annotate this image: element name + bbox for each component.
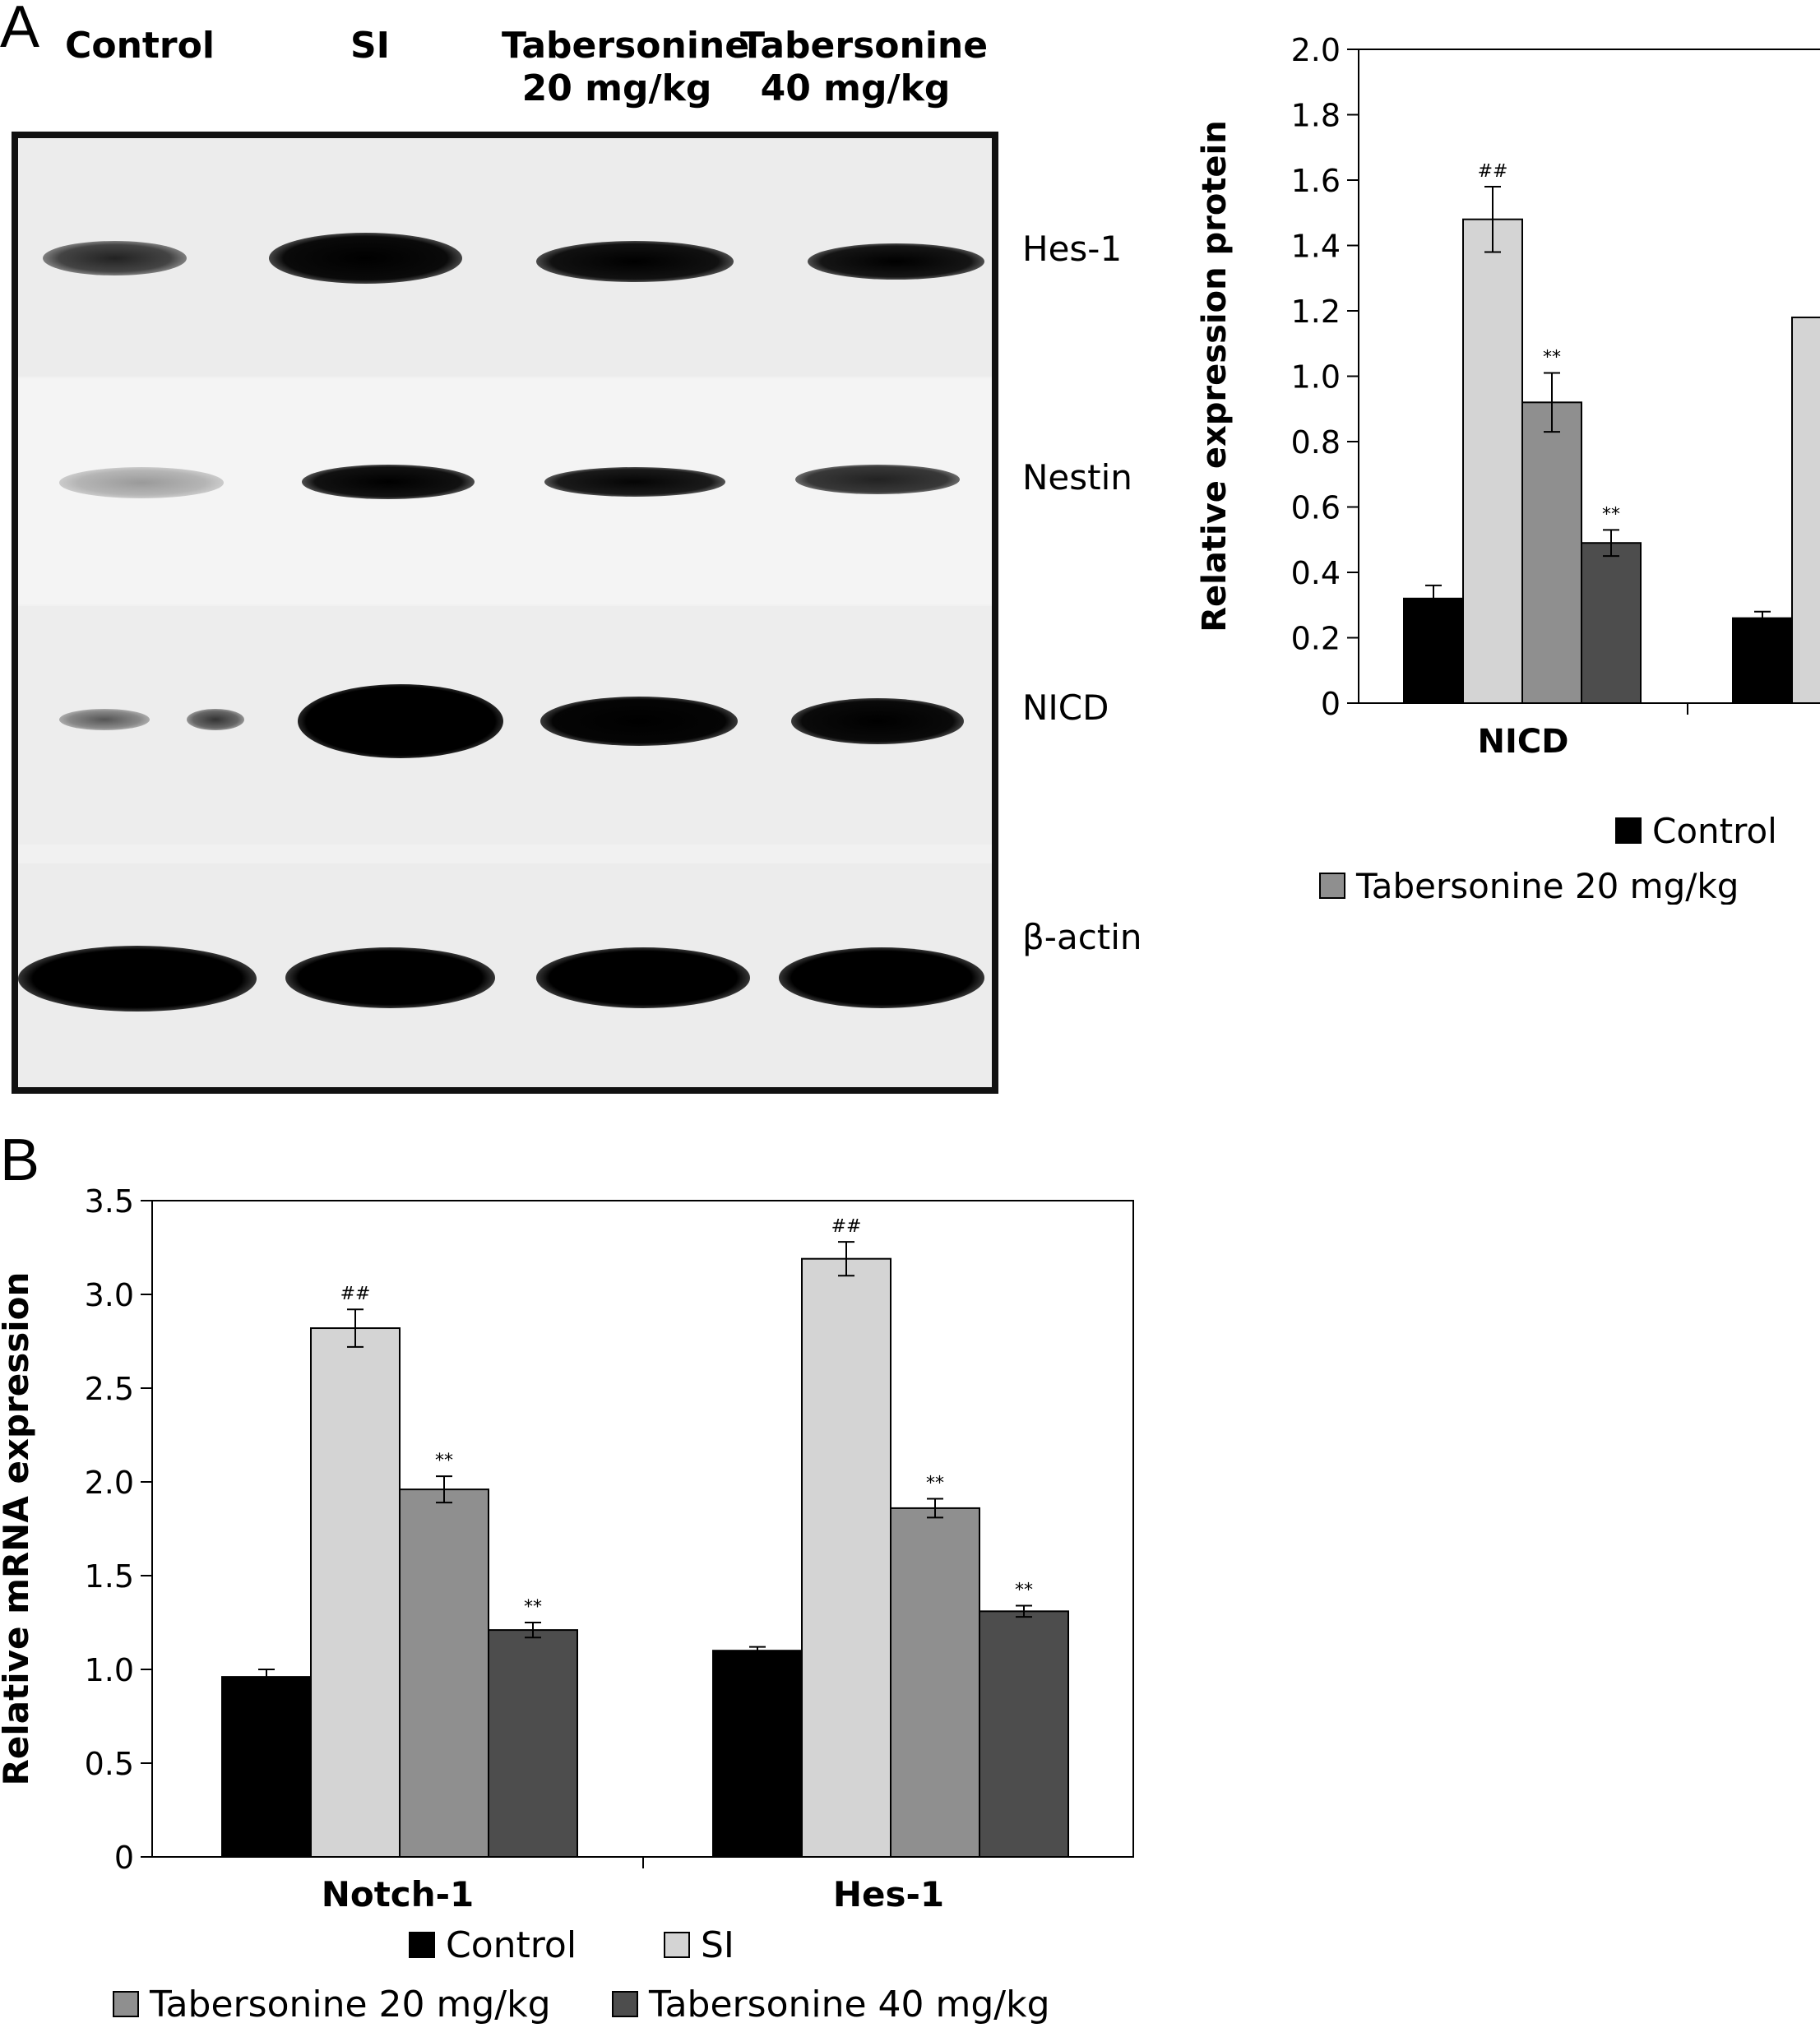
- band: [59, 467, 224, 498]
- y-tick-label: 1.2: [1291, 294, 1341, 330]
- y-tick-label: 0: [114, 1840, 134, 1876]
- blot-strip-nicd: [18, 606, 992, 845]
- bar: [1732, 617, 1793, 705]
- y-tick-label: 0.4: [1291, 555, 1341, 591]
- band: [536, 241, 734, 282]
- band: [285, 947, 495, 1008]
- y-tick-label: 1.4: [1291, 229, 1341, 265]
- y-tick-label: 2.5: [85, 1371, 134, 1407]
- band: [795, 465, 960, 494]
- band: [540, 697, 738, 746]
- bar: [1581, 542, 1642, 704]
- band: [544, 467, 725, 497]
- bar: [399, 1488, 489, 1858]
- protein-label-nestin: Nestin: [1022, 457, 1132, 498]
- lane-label-control: Control: [65, 25, 215, 67]
- band: [536, 947, 750, 1008]
- significance-mark: ##: [1478, 161, 1508, 182]
- significance-mark: ##: [340, 1284, 371, 1304]
- bar: [890, 1507, 980, 1858]
- band: [808, 243, 984, 280]
- lane-label-si: SI: [350, 25, 391, 67]
- band: [18, 946, 257, 1012]
- legend-label: Control: [446, 1924, 577, 1966]
- y-tick-label: 2.0: [85, 1465, 134, 1501]
- y-tick-label: 2.0: [1291, 32, 1341, 68]
- x-tick-label: Notch-1: [322, 1874, 475, 1914]
- protein-expression-chart: 0 0.2 0.4 0.6 0.8 1.0 1.2 1.4 1.6 1.8 2.0 Relative …: [1196, 32, 1820, 905]
- lane-label-tab40: Tabersonine 40 mg/kg: [740, 25, 989, 109]
- y-tick-label: 3.5: [85, 1183, 134, 1220]
- panel-b-letter: B: [0, 1127, 40, 1193]
- blot-strip-bactin: [18, 863, 992, 1087]
- x-tick-label: NICD: [1478, 723, 1569, 761]
- mrna-expression-chart: 0 0.5 1.0 1.5 2.0 2.5 3.0 3.5 Relative mRNA expr…: [0, 1183, 1134, 2025]
- band: [779, 947, 984, 1008]
- band: [187, 709, 244, 730]
- band: [269, 233, 462, 284]
- legend-swatch: [1615, 817, 1642, 844]
- significance-mark: **: [524, 1597, 542, 1618]
- band: [791, 698, 964, 744]
- y-tick-label: 1.8: [1291, 98, 1341, 134]
- bar: [310, 1327, 401, 1859]
- protein-label-nicd: NICD: [1022, 687, 1109, 728]
- legend-swatch: [1319, 873, 1345, 899]
- y-tick-label: 1.0: [1291, 359, 1341, 396]
- western-blot-image: [12, 132, 998, 1094]
- x-tick-label: Hes-1: [833, 1874, 944, 1914]
- y-axis-label: Relative mRNA expression: [0, 1272, 36, 1786]
- legend-swatch: [409, 1932, 435, 1958]
- panel-a-letter: A: [0, 0, 40, 60]
- significance-mark: **: [435, 1451, 453, 1471]
- significance-mark: **: [926, 1474, 944, 1494]
- legend-label: Tabersonine 20 mg/kg: [1355, 866, 1739, 905]
- lane-label-tab20: Tabersonine 20 mg/kg: [502, 25, 750, 109]
- bar: [1521, 401, 1582, 704]
- y-tick-label: 1.0: [85, 1652, 134, 1688]
- band: [59, 709, 150, 730]
- bar: [221, 1676, 312, 1858]
- significance-mark: **: [1602, 504, 1620, 525]
- legend-swatch: [113, 1991, 139, 2017]
- legend-swatch: [612, 1991, 638, 2017]
- legend-swatch: [664, 1932, 690, 1958]
- y-axis-label: Relative expression protein: [1196, 120, 1234, 632]
- legend-label: Tabersonine 20 mg/kg: [149, 1984, 551, 2025]
- bar: [712, 1650, 803, 1859]
- bar: [1462, 218, 1523, 704]
- protein-label-hes1: Hes-1: [1022, 229, 1123, 269]
- legend-label: SI: [701, 1924, 734, 1966]
- y-tick-label: 0.8: [1291, 424, 1341, 461]
- bar: [979, 1610, 1069, 1858]
- bar: [1791, 316, 1820, 704]
- y-tick-label: 0: [1321, 686, 1341, 722]
- significance-mark: **: [1015, 1580, 1033, 1600]
- y-tick-label: 0.6: [1291, 490, 1341, 526]
- significance-mark: ##: [831, 1216, 862, 1237]
- y-tick-label: 0.2: [1291, 621, 1341, 657]
- y-tick-label: 3.0: [85, 1277, 134, 1313]
- legend-label: Control: [1652, 811, 1777, 851]
- band: [298, 684, 503, 758]
- blot-strip-nestin: [18, 378, 992, 604]
- band: [302, 465, 475, 499]
- y-tick-label: 1.6: [1291, 163, 1341, 199]
- protein-label-bactin: β-actin: [1022, 917, 1142, 957]
- bar: [801, 1257, 891, 1859]
- legend-label: Tabersonine 40 mg/kg: [648, 1984, 1050, 2025]
- bar: [488, 1629, 578, 1858]
- band: [43, 241, 187, 275]
- bar: [1403, 597, 1464, 704]
- significance-mark: **: [1543, 348, 1561, 368]
- blot-strip-hes1: [18, 138, 992, 377]
- y-tick-label: 0.5: [85, 1746, 134, 1782]
- y-tick-label: 1.5: [85, 1558, 134, 1595]
